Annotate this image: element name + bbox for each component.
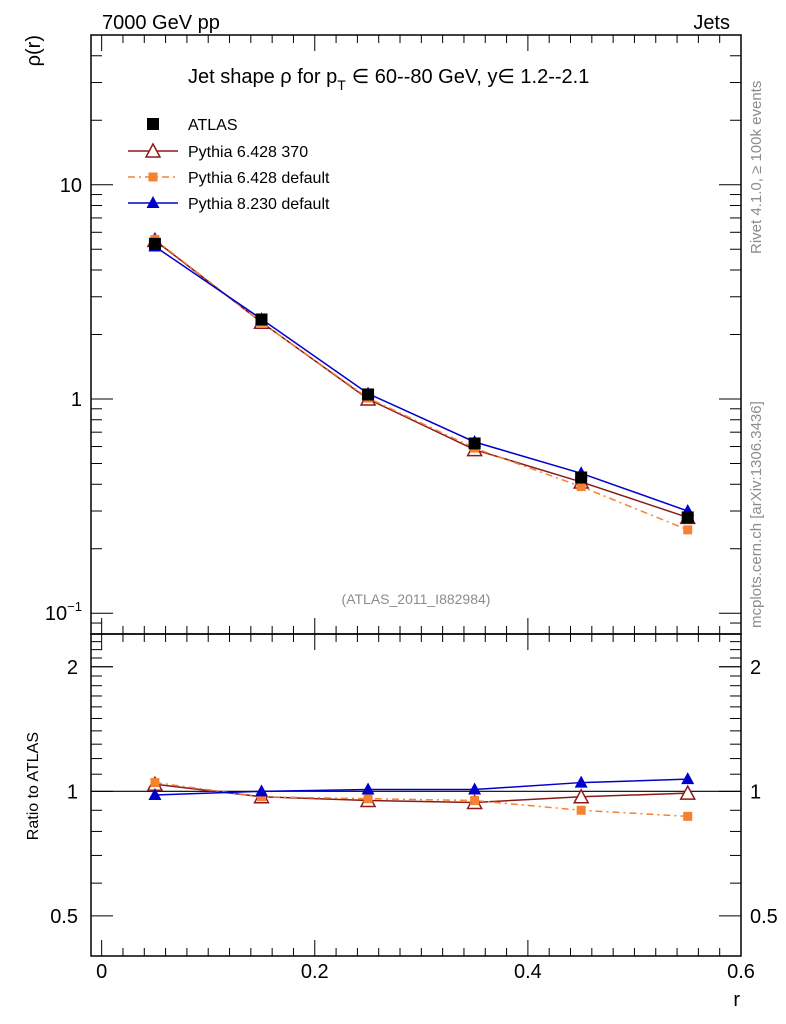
data-point-main-atlas [255,313,267,325]
header-left: 7000 GeV pp [102,12,220,34]
data-point-main-atlas [575,472,587,484]
data-point-ratio-pythia-6-428-default [150,778,159,787]
data-point-main-atlas [682,511,694,523]
x-tick-label: 0.2 [301,961,329,983]
data-point-main-atlas [362,388,374,400]
data-point-main-pythia-6-428-default [683,525,692,534]
x-tick-label: 0.4 [514,961,542,983]
y-tick-label-ratio-left: 1 [67,781,78,803]
side-text-rivet: Rivet 4.1.0, ≥ 100k events [748,81,765,254]
data-point-ratio-pythia-6-428-default [683,812,692,821]
series-line-main-pythia-6-428-370 [155,240,688,517]
y-tick-label-main: 10 [60,175,82,197]
series-atlas [149,238,694,524]
y-axis-label-main: ρ(r) [23,35,45,66]
data-point-ratio-pythia-8-230-default [362,783,375,795]
legend-marker-atlas [147,118,159,130]
legend-label-pythia-8-230-default: Pythia 8.230 default [188,196,330,213]
data-point-main-atlas [149,238,161,250]
chart-title-suffix: ∈ 60--80 GeV, y∈ 1.2--2.1 [352,66,590,88]
chart-title: Jet shape ρ for pT ∈ 60--80 GeV, y∈ 1.2--… [188,66,589,93]
legend-label-atlas: ATLAS [188,117,238,134]
header-right: Jets [693,12,730,34]
y-tick-label-ratio-right: 0.5 [750,906,778,928]
data-point-ratio-pythia-8-230-default [575,776,588,788]
x-axis-label: r [733,989,740,1011]
series-line-main-pythia-6-428-default [155,240,688,530]
data-point-ratio-pythia-8-230-default [681,772,694,784]
data-point-ratio-pythia-6-428-default [470,796,479,805]
data-point-main-atlas [469,437,481,449]
y-tick-label-ratio-right: 2 [750,657,761,679]
x-tick-label: 0 [96,961,107,983]
series-pythia-6-428-default [150,235,692,821]
chart-title-subscript: T [337,77,346,93]
y-axis-label-ratio: Ratio to ATLAS [25,732,42,840]
y-tick-label-main: 1 [71,389,82,411]
series-line-ratio-pythia-8-230-default [155,779,688,795]
series-line-ratio-pythia-6-428-default [155,783,688,817]
series-pythia-8-230-default [148,239,694,799]
y-tick-label-ratio-left: 0.5 [50,906,78,928]
series-pythia-6-428-370 [148,233,695,808]
legend-label-pythia-6-428-default: Pythia 6.428 default [188,170,330,187]
side-text-mcplots: mcplots.cern.ch [arXiv:1306.3436] [748,401,765,628]
y-tick-label-main: 10−1 [45,599,82,625]
legend-marker-pythia-8-230-default [147,196,160,208]
legend-label-pythia-6-428-370: Pythia 6.428 370 [188,144,308,161]
chart-figure: 7000 GeV pp Jets Rivet 4.1.0, ≥ 100k eve… [0,0,786,1024]
y-tick-label-ratio-left: 2 [67,657,78,679]
legend-marker-pythia-6-428-default [149,173,158,182]
data-series [148,233,695,820]
data-point-ratio-pythia-8-230-default [255,784,268,796]
y-tick-label-ratio-right: 1 [750,781,761,803]
chart-title-prefix: Jet shape ρ for p [188,66,337,88]
data-point-ratio-pythia-6-428-default [364,794,373,803]
legend: ATLAS Pythia 6.428 370 Pythia 6.428 defaul… [128,117,330,213]
series-line-main-pythia-8-230-default [155,246,688,511]
data-point-ratio-pythia-6-428-default [577,806,586,815]
analysis-watermark: (ATLAS_2011_I882984) [342,591,491,607]
x-tick-label: 0.6 [727,961,755,983]
